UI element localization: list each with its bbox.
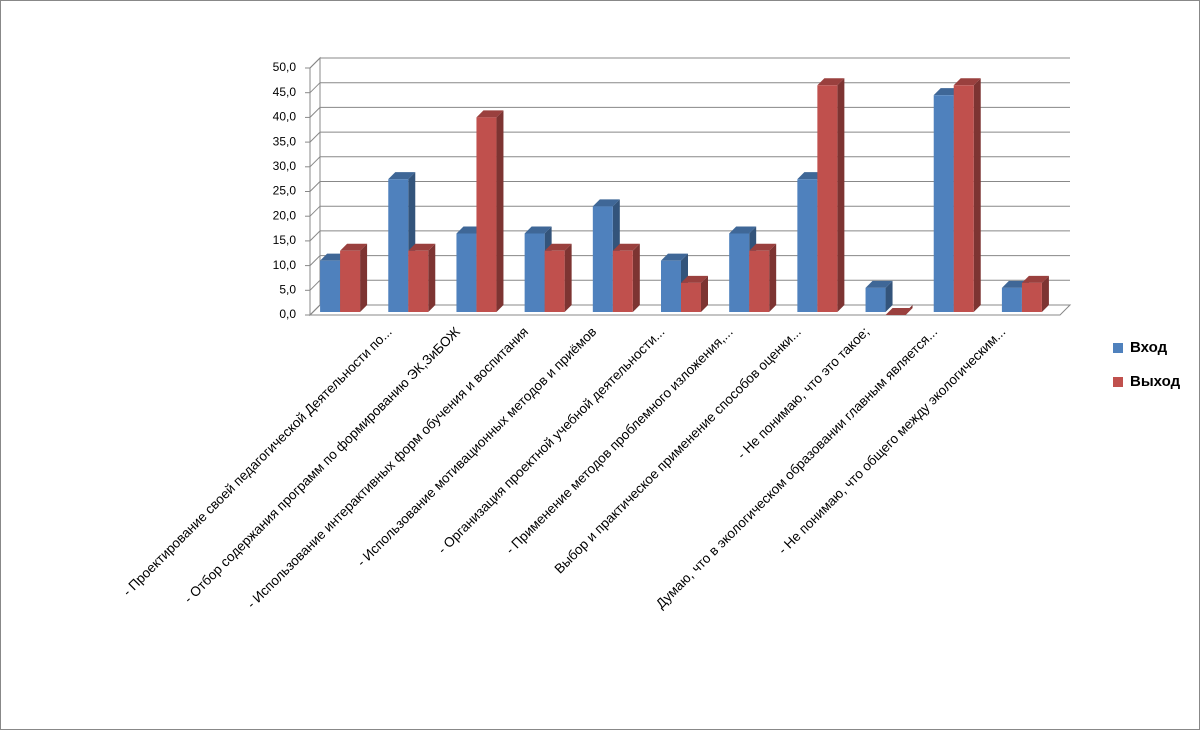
bar-front: [1001, 287, 1022, 312]
bar-front: [592, 206, 613, 312]
bar: [544, 243, 572, 312]
bar-top: [408, 243, 436, 251]
bar-front: [340, 250, 361, 312]
legend-label: Выход: [1130, 373, 1181, 390]
bar-side: [973, 78, 981, 312]
bar-side: [564, 243, 572, 312]
y-tick-label: 10,0: [273, 258, 297, 272]
bar-top: [476, 110, 504, 118]
bar-top: [661, 253, 688, 261]
bar-side: [701, 275, 708, 312]
bar: [885, 305, 913, 315]
bar: [612, 243, 640, 312]
legend-swatch: [1113, 343, 1123, 353]
bar-front: [661, 260, 681, 312]
y-tick-label: 40,0: [273, 110, 297, 124]
bar: [681, 275, 708, 312]
legend-swatch: [1113, 377, 1123, 387]
bar-side: [632, 243, 640, 312]
bar-front: [953, 85, 974, 312]
bar-side: [428, 243, 436, 312]
bar-side: [769, 243, 777, 312]
bar-top: [817, 78, 845, 86]
y-tick-label: 25,0: [273, 184, 297, 198]
bar-top: [388, 172, 416, 180]
bar-top: [524, 226, 552, 234]
grid-line: [309, 57, 1070, 69]
bar-front: [865, 287, 886, 312]
bar-front: [408, 250, 429, 312]
y-tick-label: 35,0: [273, 134, 297, 148]
bar-top: [681, 275, 708, 283]
y-tick-label: 45,0: [273, 85, 297, 99]
bar-front: [749, 250, 770, 312]
bar-front: [456, 233, 477, 312]
y-tick-label: 0,0: [279, 307, 296, 321]
bar-top: [1021, 275, 1049, 283]
y-tick-label: 50,0: [273, 60, 297, 74]
bar: [476, 110, 504, 313]
bar-top: [544, 243, 572, 251]
bar-front: [817, 85, 838, 312]
bar-front: [524, 233, 545, 312]
bar-top: [612, 243, 640, 251]
bar-front: [933, 95, 954, 312]
bar-side: [496, 110, 504, 313]
bar-front: [612, 250, 633, 312]
bar-top: [953, 78, 981, 86]
y-tick-label: 5,0: [279, 282, 296, 296]
bar: [953, 78, 981, 312]
bar: [749, 243, 777, 312]
bar-front: [681, 282, 701, 312]
bar-top: [885, 308, 913, 315]
bar: [408, 243, 436, 312]
bar-top: [340, 243, 368, 251]
bar-top: [865, 280, 893, 288]
bar-front: [1021, 282, 1042, 312]
y-tick-label: 30,0: [273, 159, 297, 173]
bar: [817, 78, 845, 312]
bar-top: [729, 226, 757, 234]
bar-front: [797, 179, 818, 312]
y-tick-label: 15,0: [273, 233, 297, 247]
bar: [1021, 275, 1049, 312]
y-tick-label: 20,0: [273, 208, 297, 222]
bar-side: [1041, 275, 1049, 312]
bar-side: [837, 78, 845, 312]
bar-front: [476, 117, 497, 313]
bar: [340, 243, 368, 312]
legend-label: Вход: [1130, 339, 1168, 356]
bar-front: [544, 250, 565, 312]
bar: [865, 280, 893, 312]
bar-top: [592, 199, 620, 207]
bar-front: [729, 233, 750, 312]
bar-side: [360, 243, 368, 312]
bar-top: [749, 243, 777, 251]
bar-front: [320, 260, 341, 312]
bar-front: [388, 179, 409, 312]
bar-side: [885, 280, 893, 312]
